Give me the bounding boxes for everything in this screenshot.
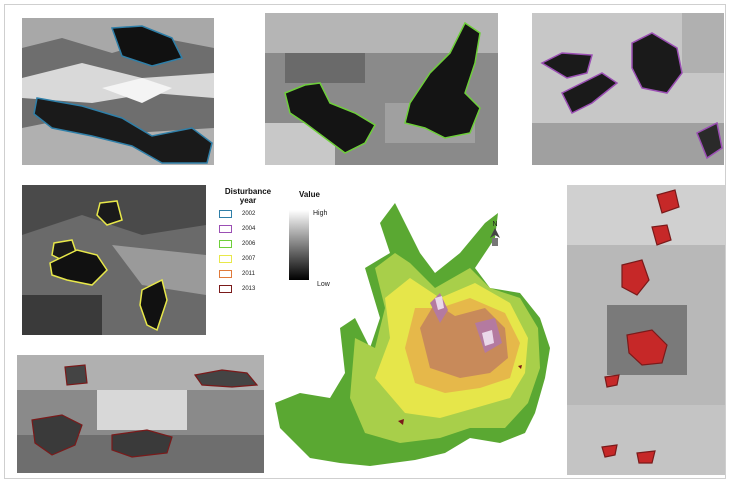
legend-label-2002: 2002	[242, 211, 255, 217]
map-panel-2011	[17, 355, 264, 473]
raster-2011	[17, 355, 264, 473]
raster-2007	[22, 185, 206, 335]
elevation-map-svg	[270, 198, 570, 468]
legend-swatch-2013	[219, 285, 232, 293]
map-panel-2007	[22, 185, 206, 335]
legend-swatch-2002	[219, 210, 232, 218]
map-panel-2013-right	[567, 185, 725, 475]
legend-label-2007: 2007	[242, 256, 255, 262]
raster-2002	[22, 18, 214, 165]
legend-swatch-2007	[219, 255, 232, 263]
map-panel-2006	[265, 13, 498, 165]
legend-label-2004: 2004	[242, 226, 255, 232]
legend-label-2006: 2006	[242, 241, 255, 247]
map-panel-2004	[532, 13, 724, 165]
north-arrow: N	[488, 218, 502, 248]
legend-swatch-2004	[219, 225, 232, 233]
legend-label-2013: 2013	[242, 286, 255, 292]
raster-2013-right	[567, 185, 725, 475]
elevation-map	[270, 198, 570, 468]
legend-swatch-2011	[219, 270, 232, 278]
north-arrow-icon: N	[488, 218, 502, 248]
map-panel-2002	[22, 18, 214, 165]
legend-swatch-2006	[219, 240, 232, 248]
raster-2004	[532, 13, 724, 165]
north-label: N	[492, 221, 497, 228]
legend-label-2011: 2011	[242, 271, 255, 277]
raster-2006	[265, 13, 498, 165]
